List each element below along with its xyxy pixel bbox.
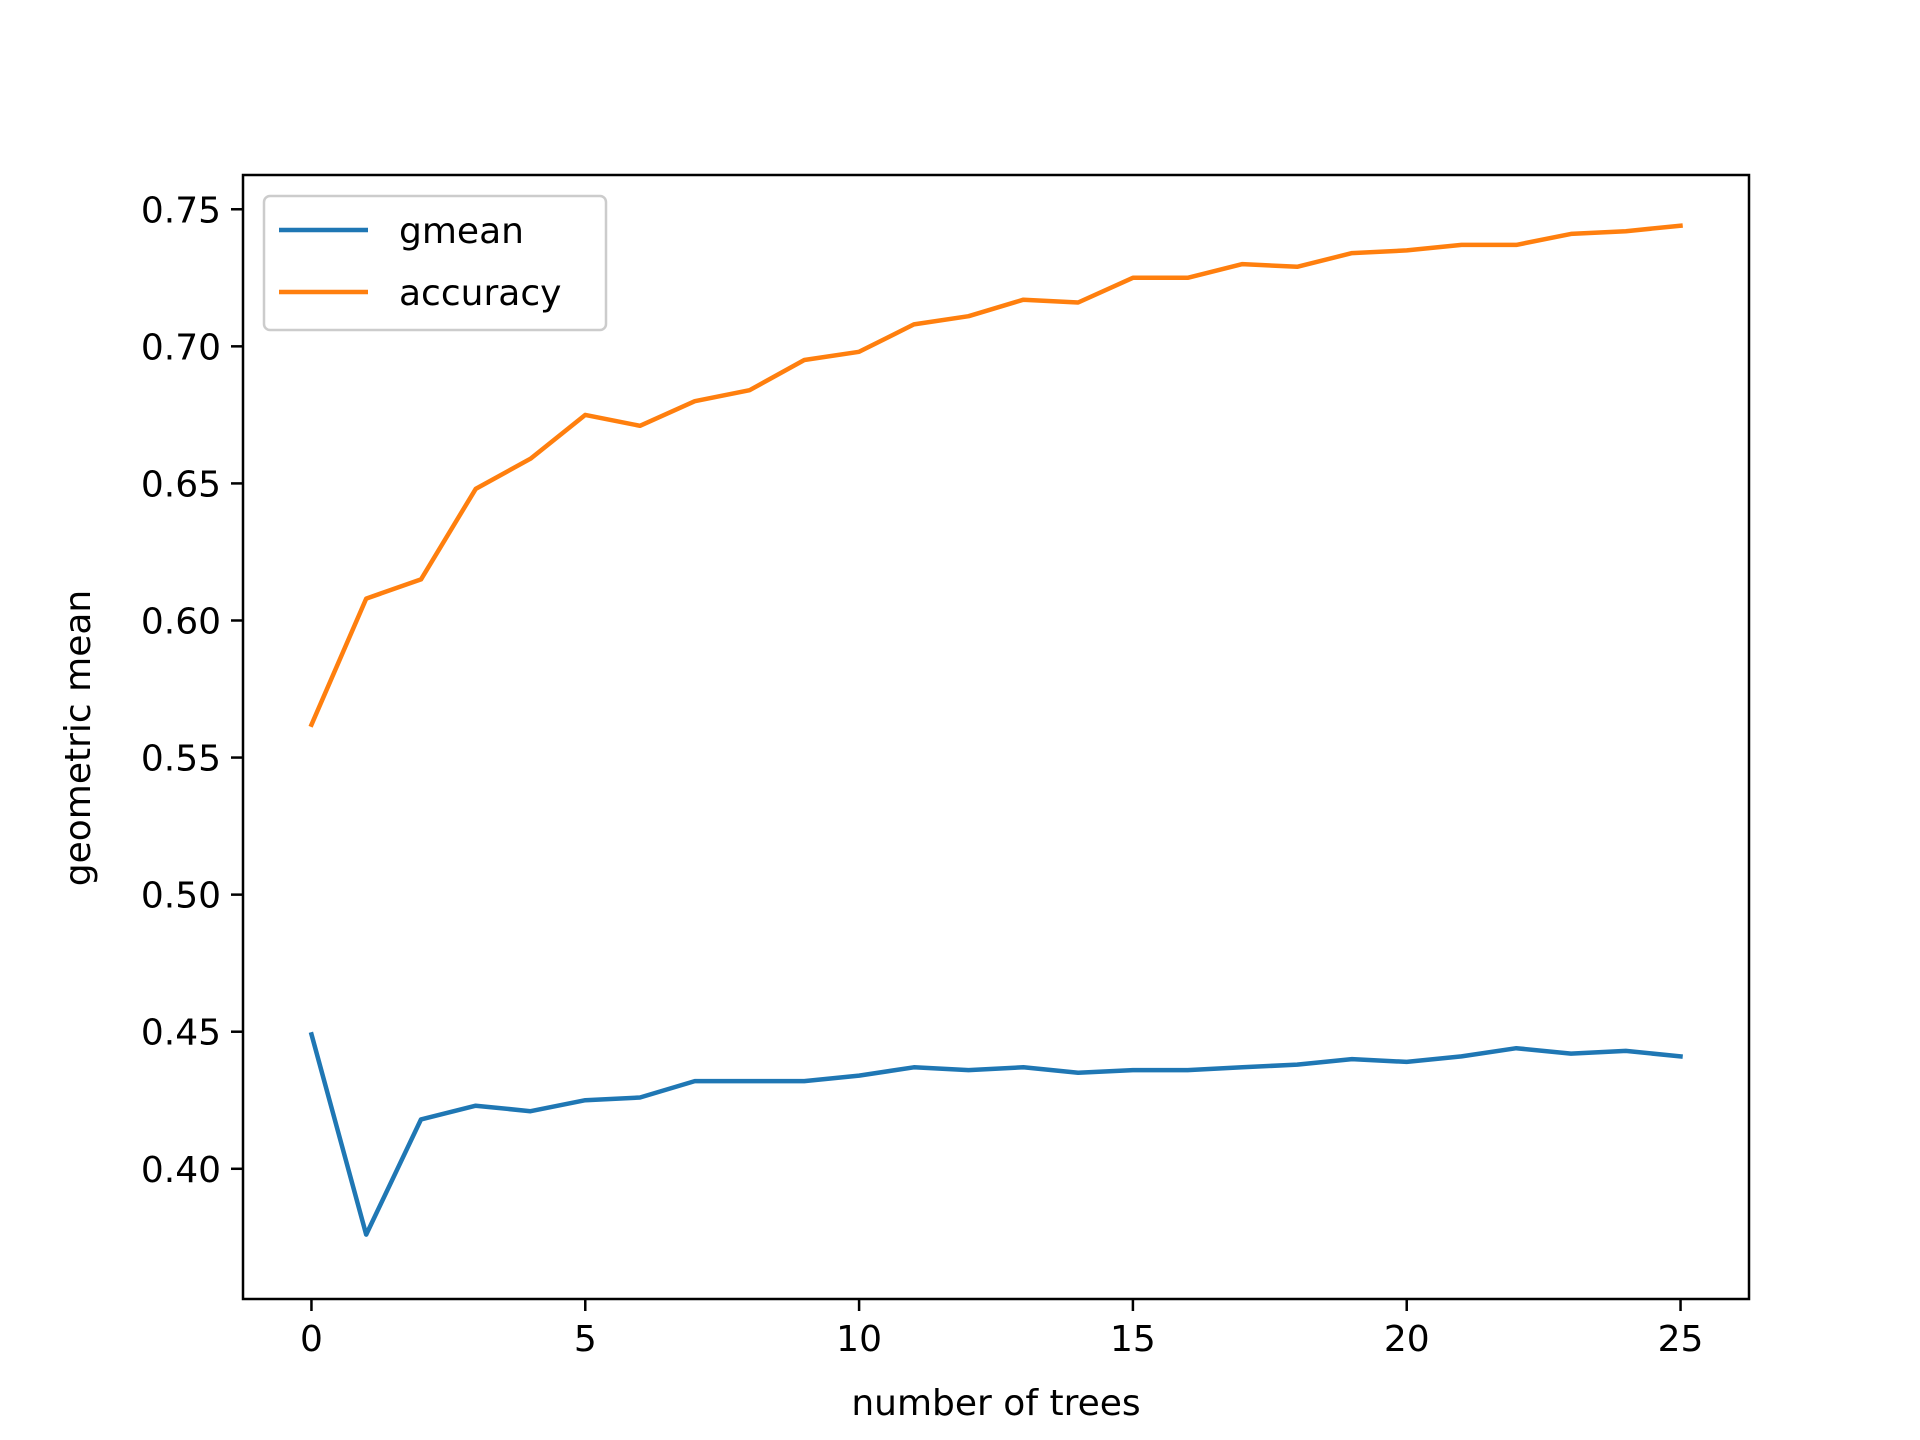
y-axis-title: geometric mean [58,590,99,887]
x-tick-label: 15 [1110,1319,1156,1360]
series-line-gmean [308,1031,1683,1237]
axes-ticks: 0 5 10 15 20 25 0.40 0.45 0.50 0.55 0.60 0.65 0.70 0.… [141,190,1704,1360]
y-tick-label: 0.60 [141,601,221,642]
axes-frame [241,173,1751,1301]
x-tick-label: 25 [1658,1319,1704,1360]
plot-area [241,173,1751,1301]
y-tick-label: 0.55 [141,739,221,780]
x-axis-title: number of trees [851,1383,1140,1424]
y-tick-label: 0.40 [141,1150,221,1191]
x-tick-label: 5 [574,1319,597,1360]
y-tick-label: 0.45 [141,1013,221,1054]
x-tick-label: 0 [300,1319,323,1360]
y-tick-label: 0.65 [141,464,221,505]
legend-label-gmean: gmean [399,211,524,252]
legend-label-accuracy: accuracy [399,273,561,314]
x-tick-label: 20 [1384,1319,1430,1360]
y-tick-label: 0.50 [141,876,221,917]
y-tick-label: 0.70 [141,327,221,368]
x-tick-label: 10 [836,1319,882,1360]
series-line-accuracy [308,223,1683,728]
y-tick-label: 0.75 [141,190,221,231]
legend: gmean accuracy [262,194,608,332]
